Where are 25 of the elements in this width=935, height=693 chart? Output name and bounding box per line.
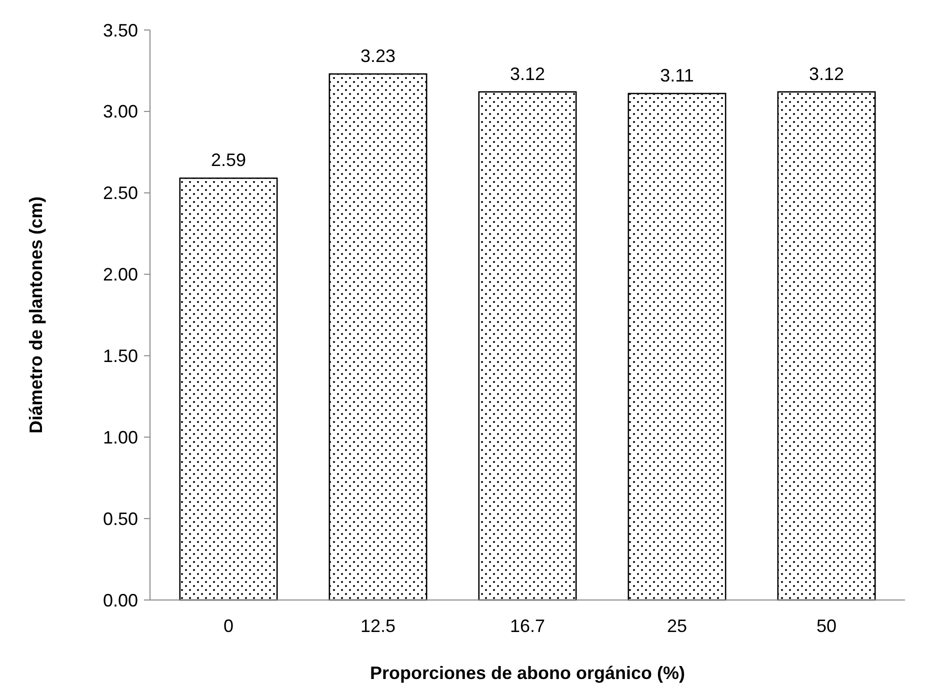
- data-label: 3.12: [808, 64, 844, 84]
- y-tick-label: 2.00: [102, 264, 138, 285]
- x-tick-label: 25: [666, 616, 688, 636]
- x-tick-label: 50: [816, 616, 837, 636]
- y-tick-label: 3.50: [102, 20, 138, 40]
- bar: [478, 91, 577, 601]
- data-label: 3.11: [660, 66, 694, 86]
- x-tick-label: 0: [223, 616, 234, 636]
- y-tick-label: 1.00: [102, 427, 138, 448]
- bar: [328, 73, 428, 601]
- y-tick-label: 3.00: [102, 102, 138, 122]
- y-tick-label: 1.50: [102, 346, 138, 366]
- y-tick-label: 0.00: [102, 590, 138, 610]
- data-label: 2.59: [210, 150, 246, 170]
- bar: [179, 178, 278, 601]
- bar: [777, 91, 876, 601]
- data-label: 3.23: [360, 46, 396, 66]
- y-axis-title: Diámetro de plantones (cm): [26, 196, 46, 434]
- y-tick-label: 0.50: [102, 508, 138, 529]
- x-tick-label: 16.7: [510, 616, 546, 636]
- x-axis-title: Proporciones de abono orgánico (%): [370, 663, 686, 683]
- y-tick-label: 2.50: [102, 183, 138, 204]
- bar: [628, 92, 726, 601]
- x-tick-label: 12.5: [360, 616, 396, 636]
- data-label: 3.12: [510, 64, 546, 84]
